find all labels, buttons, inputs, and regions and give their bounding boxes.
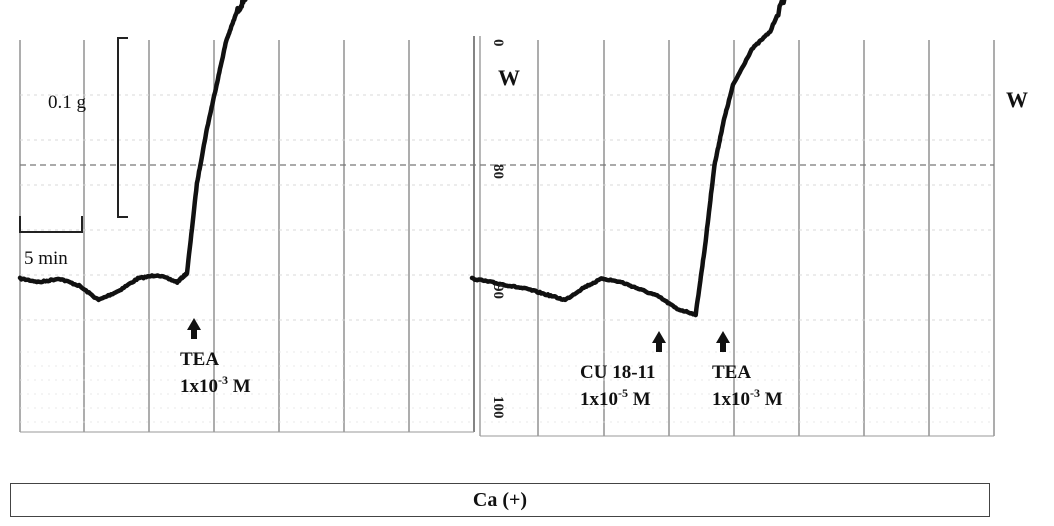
trace-left [17,0,248,303]
chart-grid [19,36,995,437]
force-scale-label: 0.1 g [48,92,87,113]
tick-0: 0 [490,39,506,47]
cu-concentration: 1x10-5 M [580,386,651,410]
force-scale-bar [117,37,128,218]
time-scale-bar [19,216,83,233]
condition-label: Ca (+) [472,488,528,511]
tick-80: 80 [490,164,506,179]
arrow-up-icon [652,331,666,352]
tick-90: 90 [490,284,506,299]
cu-compound-label: CU 18-11 [580,362,655,383]
tea-right-label: TEA [712,362,751,383]
tea-left-label: TEA [180,349,219,370]
arrow-up-icon [187,318,201,339]
trace-right [469,0,787,318]
tea-right-concentration: 1x10-3 M [712,386,783,410]
tea-left-concentration: 1x10-3 M [180,373,251,397]
w-marker-left: W [498,65,520,90]
recorder-chart: 0.1 g 5 min 0 80 90 100 W W TEA 1x10-3 M… [17,0,1028,437]
tick-100: 100 [490,396,506,419]
time-scale-label: 5 min [24,248,68,269]
condition-box: Ca (+) [10,483,990,517]
arrow-up-icon [716,331,730,352]
w-marker-right: W [1006,87,1028,112]
